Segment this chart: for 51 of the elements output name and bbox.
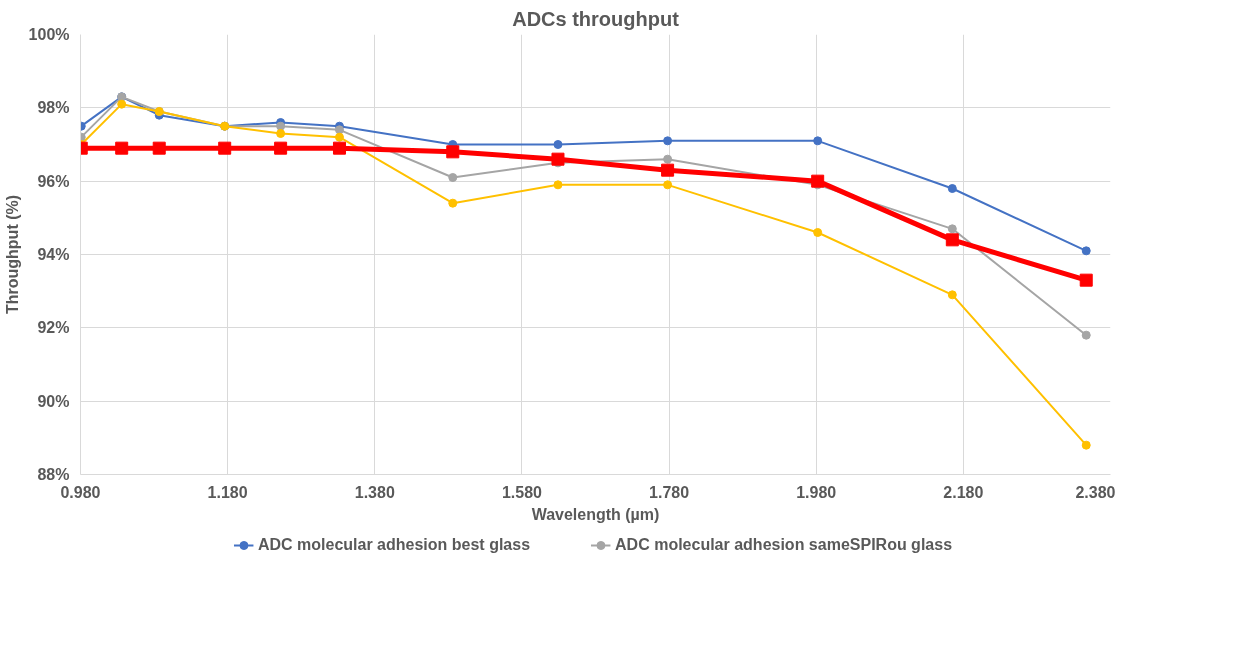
- point: [218, 141, 232, 155]
- point: [1079, 273, 1093, 287]
- point: [152, 141, 166, 155]
- point: [117, 99, 127, 109]
- point: [115, 141, 129, 155]
- y-tick-label: 98%: [37, 99, 70, 117]
- x-tick-label: 1.180: [207, 483, 248, 501]
- y-tick-label: 90%: [37, 392, 70, 410]
- x-tick-label: 2.180: [943, 483, 984, 501]
- x-axis-title: Wavelength (µm): [531, 505, 660, 523]
- point: [553, 180, 563, 190]
- legend-label: ADC molecular adhesion sameSPIRou glass: [615, 536, 953, 554]
- point: [813, 136, 823, 146]
- point: [663, 180, 673, 190]
- point: [276, 129, 286, 138]
- x-tick-label: 0.980: [60, 483, 101, 501]
- chart-title: ADCs throughput: [512, 7, 680, 30]
- x-tick-label: 1.580: [501, 483, 543, 501]
- point: [945, 233, 959, 247]
- point: [947, 184, 957, 193]
- x-tick-label: 2.380: [1075, 483, 1116, 501]
- y-tick-label: 88%: [37, 466, 70, 483]
- point: [663, 136, 673, 146]
- y-tick-label: 92%: [37, 319, 70, 337]
- point: [661, 163, 675, 177]
- point: [446, 145, 460, 159]
- point: [332, 141, 346, 155]
- point: [947, 224, 957, 234]
- point: [663, 154, 673, 164]
- y-tick-label: 96%: [37, 172, 70, 190]
- y-tick-label: 100%: [28, 26, 70, 43]
- point: [448, 173, 458, 182]
- point: [1081, 330, 1091, 340]
- point: [334, 125, 344, 135]
- point: [813, 228, 823, 237]
- legend-label: ADC molecular adhesion best glass: [257, 536, 531, 554]
- point: [1081, 440, 1091, 450]
- y-axis-title: Throughput (%): [3, 194, 21, 315]
- point: [274, 141, 288, 155]
- point: [1081, 246, 1091, 256]
- point: [448, 198, 458, 208]
- x-tick-label: 1.980: [796, 483, 837, 501]
- y-tick-label: 94%: [37, 246, 70, 263]
- x-tick-label: 1.780: [649, 483, 690, 501]
- point: [276, 121, 286, 131]
- point: [551, 152, 565, 166]
- point: [947, 290, 957, 300]
- point: [553, 140, 563, 149]
- x-tick-label: 1.380: [354, 483, 395, 501]
- point: [811, 174, 825, 188]
- point: [334, 132, 344, 142]
